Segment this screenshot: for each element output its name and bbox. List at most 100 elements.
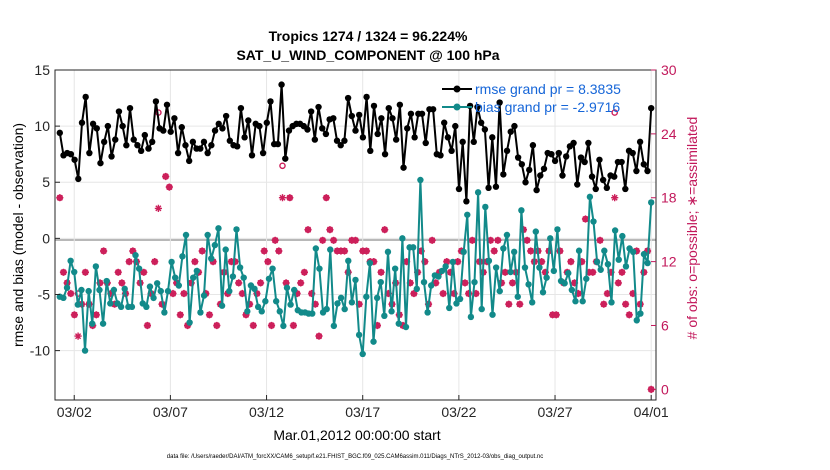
bias-point [604,260,612,268]
bias-point [373,294,381,302]
rmse-point [86,149,93,157]
assimilated-obs-point [176,311,184,319]
assimilated-obs-point [67,289,75,298]
rmse-point [100,138,108,146]
bias-point [637,310,644,317]
bias-point [71,268,78,276]
legend-bias-marker [453,103,461,111]
assimilated-obs-point [59,268,68,276]
assimilated-obs-point [618,268,626,276]
bias-point [547,235,554,242]
rmse-point [337,142,344,149]
bias-point [312,245,320,252]
rmse-point [374,130,381,138]
bias-point [334,300,341,307]
assimilated-obs-point [351,236,360,244]
assimilated-obs-point [107,289,115,298]
x-tick-label-3: 03/17 [345,404,380,420]
rmse-point [474,103,481,111]
bias-point [355,331,363,339]
bias-point [446,304,453,312]
rmse-point [581,158,588,166]
x-tick-label-0: 03/02 [57,404,92,420]
assimilated-obs-point [611,194,619,202]
rmse-point [444,134,452,141]
bias-point [182,231,190,239]
bias-point [359,350,366,358]
rmse-point [215,120,222,128]
bias-point [352,276,359,284]
bias-point [215,225,222,232]
rmse-point [459,138,466,146]
assimilated-obs-point [267,321,276,330]
x-tick-label-1: 03/07 [153,404,188,420]
bias-point [399,235,406,242]
rmse-point [178,124,185,131]
assimilated-obs-point [100,247,108,255]
bias-point [428,282,435,289]
assimilated-obs-point [114,268,122,276]
rmse-point [492,183,500,190]
bias-point [539,289,547,296]
bias-point [89,320,96,327]
rmse-point [56,129,64,137]
bias-point [482,203,489,211]
rmse-point [529,142,537,149]
rmse-point [489,134,496,141]
bias-point [229,273,237,280]
rmse-point [112,136,119,143]
rmse-point [592,185,599,193]
assimilated-obs-point [308,289,316,298]
left-y-tick-label-1: 10 [34,118,50,134]
x-tick-label-2: 03/12 [249,404,284,420]
bias-point [258,308,265,315]
bias-point [92,263,100,270]
rmse-point [448,147,455,155]
assimilated-obs-point [377,268,385,276]
assimilated-obs-point [472,289,480,298]
bias-point [395,320,402,327]
rmse-point [78,119,86,126]
bias-point [525,281,532,288]
bias-point [161,309,168,316]
bias-point [647,199,655,206]
rmse-point [588,173,596,180]
rmse-point [422,139,429,147]
assimilated-obs-point [326,226,334,234]
bias-point [179,253,186,260]
rmse-point [470,138,477,146]
bias-point [190,274,197,281]
bias-point [377,278,384,286]
x-tick-label-4: 03/22 [441,404,476,420]
x-axis-ticks: 03/02 03/07 03/12 03/17 03/22 03/27 04/01 [57,395,669,420]
assimilated-obs-point [359,247,367,255]
bias-point [554,226,561,233]
left-y-axis-ticks: 15 10 5 0 -5 -10 [30,62,60,359]
legend-rmse-label: rmse grand pr = 8.3835 [475,81,621,97]
assimilated-obs-point [187,279,195,287]
rmse-point [222,112,230,120]
rmse-point [226,137,234,144]
rmse-point [278,81,285,88]
assimilated-obs-point [180,289,188,298]
assimilated-obs-point [570,279,579,287]
bias-point [121,285,128,293]
bias-point [254,303,262,311]
rmse-point [67,150,75,158]
bias-point [370,338,377,345]
bias-point [99,320,107,327]
bias-point [96,286,103,294]
x-tick-label-5: 03/27 [538,404,573,420]
plot-frame [54,69,657,401]
bias-point [236,264,244,271]
assimilated-obs-point [165,183,173,191]
bias-point [597,266,604,273]
assimilated-obs-point [614,279,622,287]
assimilated-obs-point [541,268,549,276]
rmse-point [555,149,562,157]
right-y-tick-label-1: 24 [661,126,677,142]
legend-rmse-marker [453,85,461,93]
bias-point [107,300,114,307]
bias-point [341,305,348,313]
